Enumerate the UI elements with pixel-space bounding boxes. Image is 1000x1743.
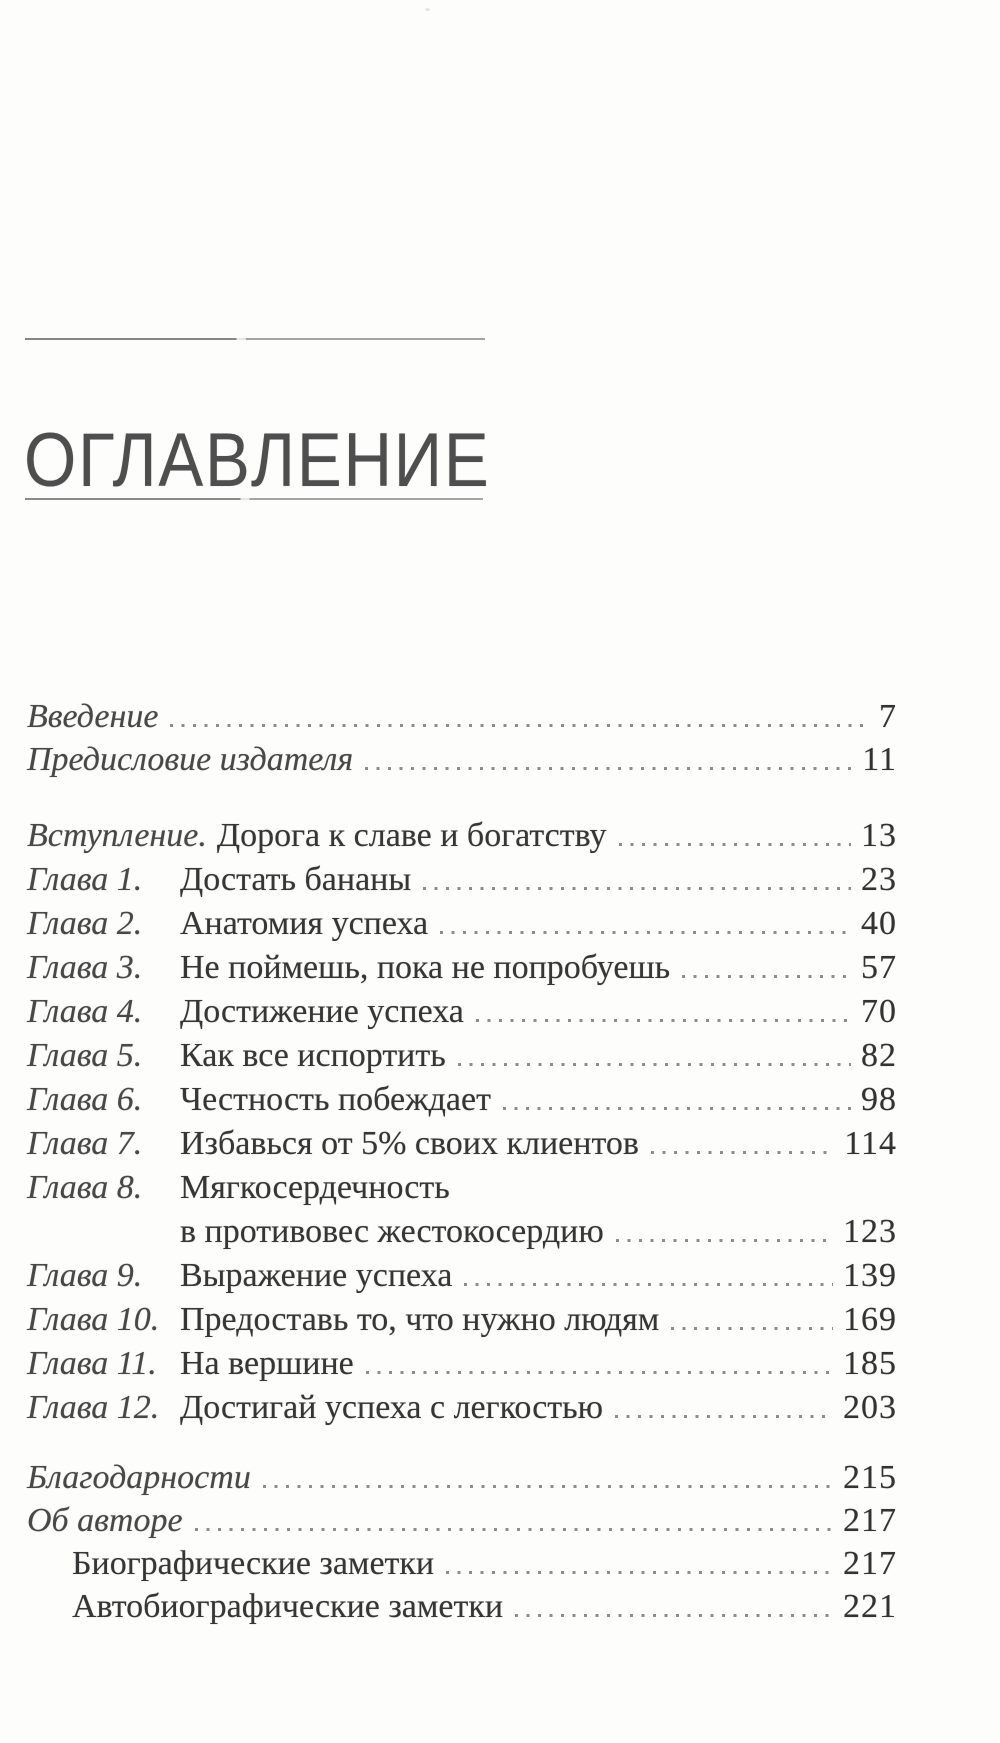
- dotted-leader: [475, 1019, 851, 1022]
- chapter-title: Предоставь то, что нужно людям: [180, 1301, 660, 1338]
- entry-label: Об авторе: [27, 1502, 183, 1539]
- dotted-leader: [615, 1415, 833, 1418]
- dotted-leader: [464, 1283, 833, 1286]
- chapter-title: На вершине: [180, 1345, 354, 1382]
- chapter-title: Анатомия успеха: [180, 905, 429, 942]
- page-number: 40: [861, 905, 897, 942]
- dotted-leader: [502, 1107, 851, 1110]
- scan-speck: [425, 8, 430, 11]
- toc-entry: Глава 4. Достижение успеха 70: [27, 993, 897, 1037]
- toc-front-section: Введение 7 Предисловие издателя 11: [27, 698, 897, 784]
- page-number: 221: [843, 1588, 897, 1625]
- page-number: 203: [843, 1389, 897, 1426]
- chapter-title: Честность побеждает: [180, 1081, 491, 1118]
- dotted-leader: [365, 767, 853, 770]
- dotted-leader: [262, 1485, 833, 1488]
- chapter-title-line2: в противовес жестокосердию: [180, 1213, 604, 1250]
- chapter-title: Дорога к славе и богатству: [216, 817, 607, 854]
- chapter-title: Достижение успеха: [180, 993, 464, 1030]
- toc-entry: Глава 1. Достать бананы 23: [27, 861, 897, 905]
- chapter-label: Вступление.: [27, 817, 207, 854]
- toc-entry: Глава 7. Избавься от 5% своих клиентов 1…: [27, 1125, 897, 1169]
- dotted-leader: [650, 1151, 835, 1154]
- dotted-leader: [682, 975, 851, 978]
- chapter-label: Глава 1.: [27, 861, 143, 898]
- chapter-title: Как все испортить: [180, 1037, 446, 1074]
- dotted-leader: [440, 931, 851, 934]
- chapter-title: Избавься от 5% своих клиентов: [180, 1125, 639, 1162]
- toc-entry: Вступление. Дорога к славе и богатству 1…: [27, 817, 897, 861]
- chapter-label: Глава 7.: [27, 1125, 143, 1162]
- page-number: 169: [843, 1301, 897, 1338]
- chapter-label: Глава 4.: [27, 993, 143, 1030]
- toc-entry: Предисловие издателя 11: [27, 741, 897, 784]
- entry-label: Предисловие издателя: [27, 741, 354, 778]
- toc-entry: Глава 2. Анатомия успеха 40: [27, 905, 897, 949]
- page-number: 70: [861, 993, 897, 1030]
- toc-entry: Благодарности 215: [27, 1459, 897, 1502]
- chapter-title: Достать бананы: [180, 861, 412, 898]
- toc-back-section: Благодарности 215 Об авторе 217 Биографи…: [27, 1459, 897, 1631]
- dotted-leader: [170, 724, 869, 727]
- dotted-leader: [423, 887, 851, 890]
- page-number: 7: [879, 698, 897, 735]
- chapter-title: Выражение успеха: [180, 1257, 453, 1294]
- page-number: 217: [843, 1502, 897, 1539]
- page-number: 98: [861, 1081, 897, 1118]
- dotted-leader: [671, 1327, 833, 1330]
- toc-entry: Глава 12. Достигай успеха с легкостью 20…: [27, 1389, 897, 1433]
- title-rule-bottom: [25, 498, 483, 500]
- toc-entry: Об авторе 217: [27, 1502, 897, 1545]
- chapter-label: Глава 6.: [27, 1081, 143, 1118]
- entry-label: Благодарности: [27, 1459, 251, 1496]
- dotted-leader: [365, 1371, 833, 1374]
- page-number: 215: [843, 1459, 897, 1496]
- toc-entry-continuation: в противовес жестокосердию 123: [27, 1213, 897, 1257]
- page-number: 23: [861, 861, 897, 898]
- toc-entry: Глава 3. Не поймешь, пока не попробуешь …: [27, 949, 897, 993]
- page-title: ОГЛАВЛЕНИЕ: [24, 417, 491, 503]
- page-number: 82: [861, 1037, 897, 1074]
- dotted-leader: [457, 1063, 851, 1066]
- entry-label: Автобиографические заметки: [72, 1588, 504, 1625]
- title-rule-top: [25, 338, 485, 340]
- chapter-label: Глава 8.: [27, 1169, 143, 1206]
- chapter-title: Достигай успеха с легкостью: [180, 1389, 604, 1426]
- page-number: 13: [861, 817, 897, 854]
- toc-entry: Введение 7: [27, 698, 897, 741]
- page-number: 217: [843, 1545, 897, 1582]
- chapter-label: Глава 10.: [27, 1301, 160, 1338]
- toc-entry: Глава 11. На вершине 185: [27, 1345, 897, 1389]
- toc-entry: Глава 6. Честность побеждает 98: [27, 1081, 897, 1125]
- dotted-leader: [515, 1614, 833, 1617]
- dotted-leader: [618, 843, 851, 846]
- chapter-label: Глава 9.: [27, 1257, 143, 1294]
- entry-label: Введение: [27, 698, 159, 735]
- dotted-leader: [615, 1239, 833, 1242]
- chapter-label: Глава 12.: [27, 1389, 160, 1426]
- page-number: 11: [862, 741, 897, 778]
- toc-entry: Глава 9. Выражение успеха 139: [27, 1257, 897, 1301]
- page-number: 114: [844, 1125, 897, 1162]
- chapter-title: Не поймешь, пока не попробуешь: [180, 949, 671, 986]
- chapter-label: Глава 11.: [27, 1345, 157, 1382]
- page-number: 185: [843, 1345, 897, 1382]
- page-number: 139: [843, 1257, 897, 1294]
- chapter-label: Глава 3.: [27, 949, 143, 986]
- chapter-label: Глава 2.: [27, 905, 143, 942]
- chapter-label: Глава 5.: [27, 1037, 143, 1074]
- toc-entry: Глава 10. Предоставь то, что нужно людям…: [27, 1301, 897, 1345]
- toc-chapters-section: Вступление. Дорога к славе и богатству 1…: [27, 817, 897, 1433]
- toc-entry: Автобиографические заметки 221: [27, 1588, 897, 1631]
- chapter-title: Мягкосердечность: [180, 1169, 450, 1206]
- toc-entry: Глава 8. Мягкосердечность: [27, 1169, 897, 1213]
- dotted-leader: [446, 1571, 833, 1574]
- toc-entry: Биографические заметки 217: [27, 1545, 897, 1588]
- toc-entry: Глава 5. Как все испортить 82: [27, 1037, 897, 1081]
- entry-label: Биографические заметки: [72, 1545, 435, 1582]
- page-number: 57: [861, 949, 897, 986]
- dotted-leader: [194, 1528, 833, 1531]
- page-number: 123: [843, 1213, 897, 1250]
